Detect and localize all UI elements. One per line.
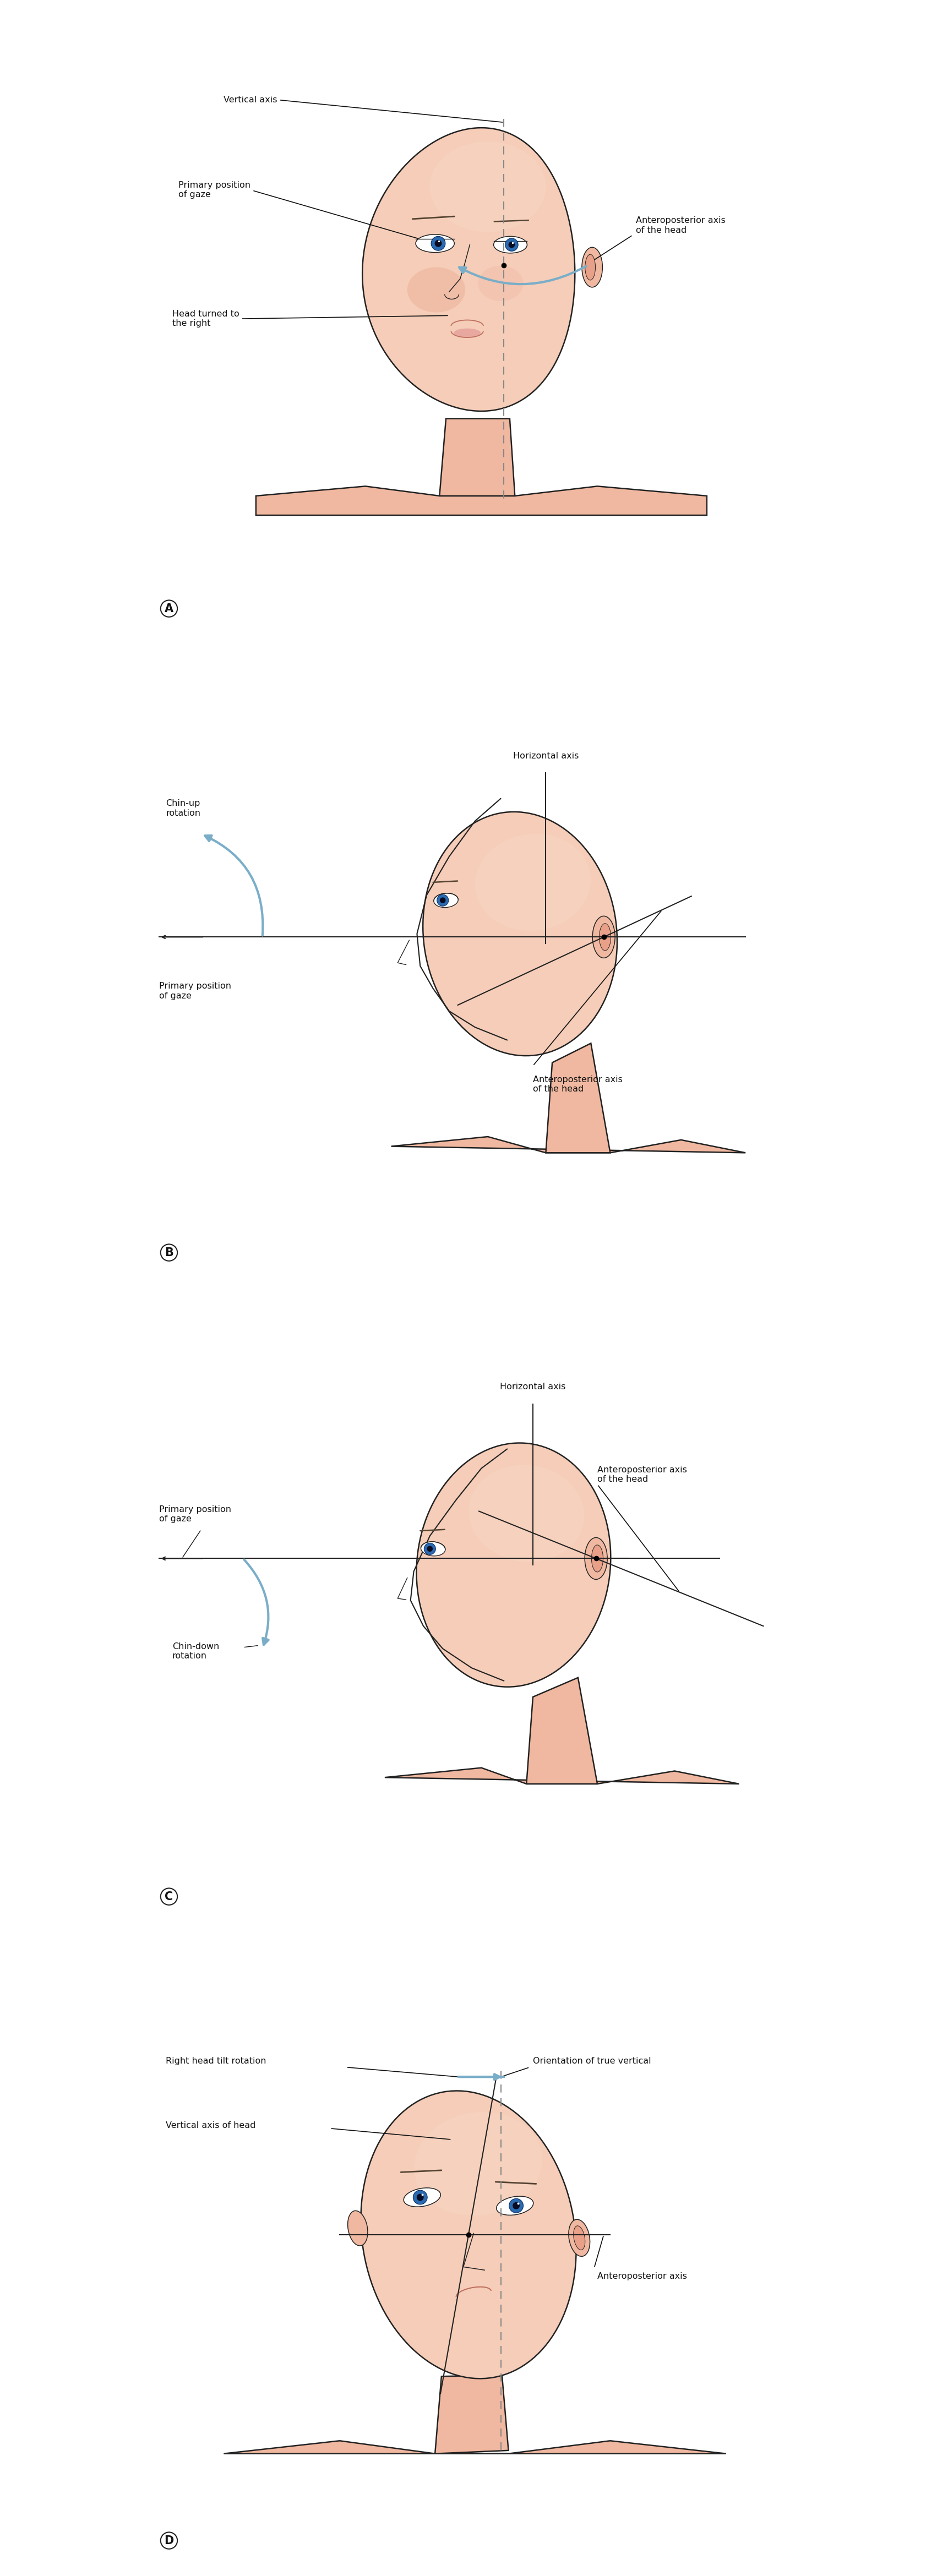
FancyArrowPatch shape (245, 1558, 269, 1643)
FancyArrowPatch shape (459, 265, 587, 283)
Ellipse shape (416, 1443, 611, 1687)
Polygon shape (256, 487, 706, 515)
Ellipse shape (497, 2197, 533, 2215)
Ellipse shape (569, 2221, 590, 2257)
Circle shape (437, 894, 449, 907)
Text: Anteroposterior axis: Anteroposterior axis (597, 2272, 687, 2280)
FancyArrowPatch shape (460, 2074, 499, 2079)
Circle shape (413, 2190, 427, 2205)
Ellipse shape (430, 142, 545, 232)
Polygon shape (392, 1136, 746, 1154)
Ellipse shape (592, 917, 615, 958)
Text: B: B (165, 1247, 173, 1257)
Text: Orientation of true vertical: Orientation of true vertical (533, 2058, 651, 2066)
Ellipse shape (582, 247, 602, 289)
Ellipse shape (454, 327, 481, 337)
Ellipse shape (434, 894, 458, 907)
Text: Chin-down
rotation: Chin-down rotation (172, 1643, 219, 1659)
Text: Vertical axis: Vertical axis (224, 95, 502, 121)
Text: Horizontal axis: Horizontal axis (500, 1383, 566, 1391)
Circle shape (509, 242, 514, 247)
Text: Head turned to
the right: Head turned to the right (172, 309, 448, 327)
Ellipse shape (423, 811, 617, 1056)
Ellipse shape (404, 2187, 440, 2208)
Ellipse shape (475, 835, 590, 930)
Ellipse shape (585, 1538, 607, 1579)
Ellipse shape (478, 265, 523, 301)
Circle shape (427, 1546, 433, 1551)
Text: Primary position
of gaze: Primary position of gaze (159, 981, 231, 999)
Text: A: A (165, 603, 173, 613)
Circle shape (424, 1543, 436, 1556)
Ellipse shape (416, 234, 454, 252)
Text: Anteroposterior axis
of the head: Anteroposterior axis of the head (533, 1077, 622, 1092)
Polygon shape (385, 1767, 739, 1783)
Ellipse shape (414, 2112, 543, 2215)
Ellipse shape (494, 237, 528, 252)
Text: Vertical axis of head: Vertical axis of head (166, 2120, 256, 2130)
FancyArrowPatch shape (205, 835, 262, 935)
Polygon shape (224, 2442, 726, 2452)
Circle shape (435, 240, 441, 247)
Circle shape (417, 2195, 424, 2200)
Ellipse shape (600, 922, 611, 951)
Polygon shape (363, 129, 575, 412)
Ellipse shape (361, 2092, 576, 2378)
Text: C: C (165, 1891, 173, 1901)
Ellipse shape (468, 1466, 585, 1561)
Ellipse shape (348, 2210, 367, 2246)
Circle shape (431, 237, 445, 250)
Polygon shape (545, 1043, 610, 1154)
Text: Anteroposterior axis
of the head: Anteroposterior axis of the head (597, 1466, 687, 1484)
Ellipse shape (408, 268, 466, 312)
Text: Horizontal axis: Horizontal axis (513, 752, 579, 760)
Polygon shape (527, 1677, 597, 1783)
Circle shape (439, 896, 446, 904)
Text: Chin-up
rotation: Chin-up rotation (166, 799, 201, 817)
Polygon shape (435, 2375, 509, 2452)
Text: Primary position
of gaze: Primary position of gaze (159, 1504, 231, 1522)
Text: Anteroposterior axis
of the head: Anteroposterior axis of the head (636, 216, 725, 234)
Text: D: D (164, 2535, 173, 2545)
Ellipse shape (591, 1546, 603, 1571)
Polygon shape (439, 417, 514, 495)
Circle shape (505, 240, 518, 252)
Text: Primary position
of gaze: Primary position of gaze (179, 180, 434, 242)
Circle shape (513, 2202, 520, 2210)
Ellipse shape (573, 2226, 585, 2249)
Ellipse shape (585, 255, 595, 281)
Text: Right head tilt rotation: Right head tilt rotation (166, 2058, 266, 2066)
Ellipse shape (421, 1540, 445, 1556)
Circle shape (509, 2200, 523, 2213)
